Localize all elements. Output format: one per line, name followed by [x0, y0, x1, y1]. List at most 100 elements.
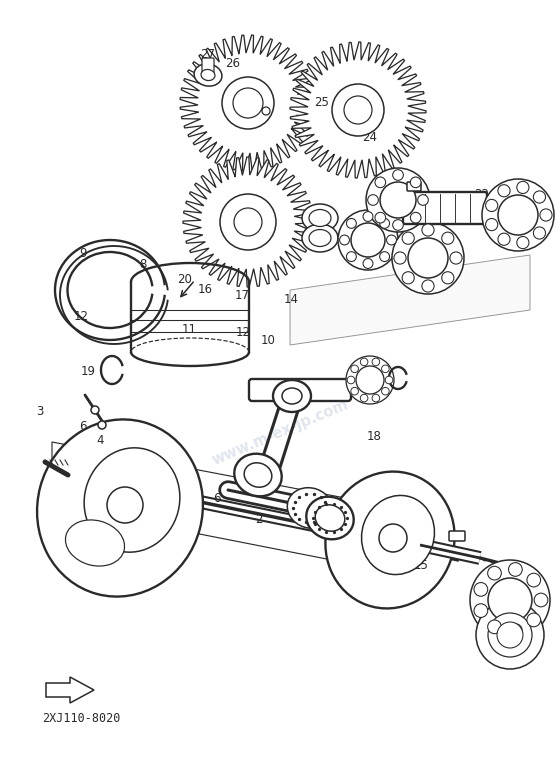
Circle shape [488, 578, 532, 622]
Circle shape [527, 574, 540, 587]
Circle shape [508, 624, 522, 638]
Circle shape [338, 210, 398, 270]
FancyBboxPatch shape [249, 379, 351, 401]
Circle shape [351, 365, 358, 373]
Circle shape [488, 620, 501, 634]
Circle shape [372, 358, 380, 366]
Text: 8: 8 [139, 258, 147, 271]
Text: 16: 16 [198, 284, 213, 296]
Circle shape [346, 356, 394, 404]
Text: 18: 18 [367, 431, 381, 443]
Circle shape [442, 272, 454, 284]
Ellipse shape [84, 448, 180, 552]
Circle shape [394, 252, 406, 264]
Circle shape [366, 168, 430, 232]
Circle shape [344, 96, 372, 124]
Circle shape [379, 524, 407, 552]
Text: 15: 15 [414, 560, 428, 572]
Circle shape [262, 107, 270, 115]
Circle shape [402, 272, 414, 284]
Circle shape [442, 232, 454, 244]
Circle shape [540, 209, 552, 221]
Text: 2XJ110-8020: 2XJ110-8020 [42, 711, 120, 724]
Text: 12: 12 [74, 311, 88, 323]
Ellipse shape [282, 388, 302, 404]
Circle shape [332, 84, 384, 136]
Circle shape [474, 583, 488, 596]
Text: www.m-ex-jp.com: www.m-ex-jp.com [209, 397, 351, 468]
Text: 4: 4 [96, 434, 104, 447]
Circle shape [410, 177, 421, 188]
Circle shape [339, 235, 349, 245]
Text: 19: 19 [81, 365, 96, 377]
Circle shape [508, 563, 522, 577]
Circle shape [517, 237, 529, 249]
Circle shape [91, 406, 99, 414]
Ellipse shape [309, 230, 331, 247]
Text: 10: 10 [260, 334, 275, 346]
Circle shape [450, 252, 462, 264]
Text: 12: 12 [236, 326, 251, 339]
Circle shape [363, 212, 373, 221]
Text: 6: 6 [79, 421, 87, 433]
FancyBboxPatch shape [202, 58, 214, 74]
Text: 7: 7 [152, 465, 160, 478]
Circle shape [517, 182, 529, 193]
Text: 23: 23 [346, 117, 360, 130]
Text: 22: 22 [474, 189, 489, 201]
Ellipse shape [201, 70, 215, 80]
Circle shape [488, 567, 501, 580]
Ellipse shape [234, 454, 282, 496]
Text: 26: 26 [225, 57, 240, 70]
Circle shape [381, 365, 389, 373]
Circle shape [222, 77, 274, 129]
Circle shape [385, 376, 393, 384]
Circle shape [351, 387, 358, 395]
Text: 21: 21 [416, 186, 430, 198]
Ellipse shape [362, 495, 435, 574]
Ellipse shape [287, 488, 333, 528]
Text: 3: 3 [36, 405, 44, 417]
Circle shape [410, 213, 421, 223]
Circle shape [476, 601, 544, 669]
Text: 17: 17 [235, 289, 249, 301]
Text: 1: 1 [116, 527, 124, 540]
Polygon shape [46, 677, 94, 703]
Circle shape [488, 613, 532, 657]
Circle shape [533, 191, 545, 203]
Ellipse shape [306, 497, 354, 540]
Circle shape [422, 224, 434, 236]
Circle shape [402, 232, 414, 244]
Text: 13: 13 [396, 539, 410, 551]
Circle shape [372, 394, 380, 402]
Circle shape [360, 358, 368, 366]
Circle shape [347, 376, 355, 384]
Circle shape [363, 258, 373, 268]
Circle shape [486, 219, 498, 230]
Circle shape [393, 220, 403, 230]
Polygon shape [183, 157, 313, 287]
Circle shape [422, 280, 434, 292]
Circle shape [375, 177, 386, 188]
Circle shape [347, 219, 356, 228]
Circle shape [380, 252, 390, 261]
Text: 27: 27 [200, 48, 214, 60]
Ellipse shape [309, 209, 331, 226]
Circle shape [233, 88, 263, 118]
Circle shape [497, 622, 523, 648]
Text: 6: 6 [213, 492, 221, 505]
Text: 20: 20 [178, 274, 192, 286]
Text: 11: 11 [182, 323, 197, 335]
Circle shape [498, 195, 538, 235]
Text: 2: 2 [255, 513, 263, 526]
Ellipse shape [66, 520, 124, 566]
Circle shape [356, 366, 384, 394]
Circle shape [380, 219, 390, 228]
Circle shape [482, 179, 554, 251]
Circle shape [98, 421, 106, 429]
Circle shape [234, 208, 262, 236]
Text: 14: 14 [284, 294, 298, 306]
Circle shape [360, 394, 368, 402]
Circle shape [368, 195, 379, 206]
Ellipse shape [194, 64, 222, 86]
